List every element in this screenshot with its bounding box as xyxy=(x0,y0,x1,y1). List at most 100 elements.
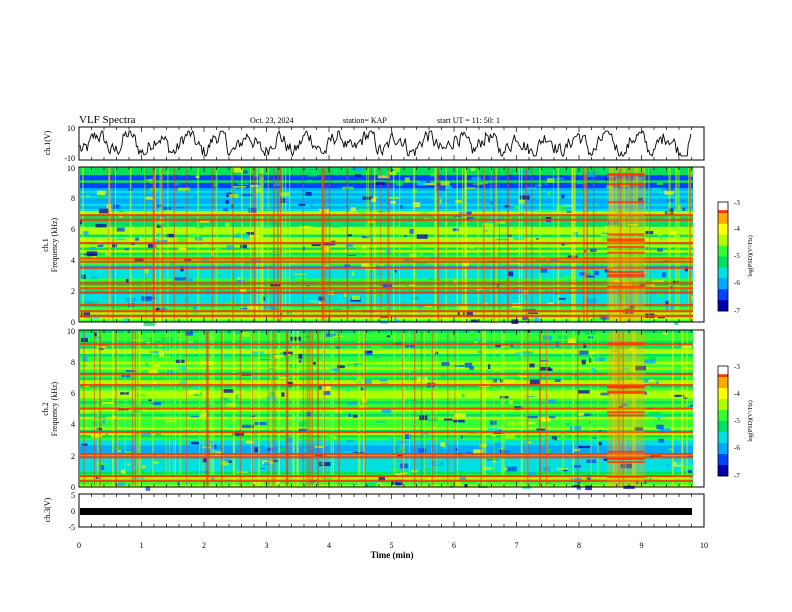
spectrogram-cell xyxy=(558,199,571,201)
spectrogram-cell xyxy=(482,222,494,227)
spectrogram-cell xyxy=(567,338,576,344)
colorbar-step xyxy=(718,300,728,304)
strong-band xyxy=(80,266,693,269)
spectrogram-cell xyxy=(603,482,613,488)
spectrogram-cell xyxy=(525,396,535,398)
spectrogram-cell xyxy=(658,233,663,236)
spectrogram-cell xyxy=(416,376,428,382)
spectrogram-cell xyxy=(352,271,355,276)
burst-band xyxy=(607,173,645,176)
cbar2-label: log(PSD)(V²/Hz) xyxy=(747,400,754,441)
spectrogram-cell xyxy=(241,193,252,197)
spectrogram-cell xyxy=(331,415,343,417)
colorbar-step xyxy=(718,207,728,211)
burst-band xyxy=(607,239,645,242)
spectrogram-cell xyxy=(206,361,213,365)
spectrogram-cell xyxy=(561,243,565,246)
spectrogram-cell xyxy=(372,209,381,211)
spectrogram-row xyxy=(80,350,693,354)
cbar2-tick-neg3: -3 xyxy=(734,363,740,371)
cbar1-label: log(PSD)(V²/Hz) xyxy=(747,235,754,276)
sferic-streak xyxy=(413,168,416,321)
cbar2-tick-neg5: -5 xyxy=(734,417,740,425)
spectrogram-ch2-ticks xyxy=(78,330,705,487)
spectrogram-cell xyxy=(322,391,331,395)
spectrogram-cell xyxy=(373,481,382,484)
spectrogram-cell xyxy=(473,449,483,455)
spectrogram-cell xyxy=(254,422,267,426)
sferic-streak xyxy=(232,168,234,321)
sferic-streak xyxy=(461,168,463,321)
spectrogram-cell xyxy=(551,436,557,441)
spectrogram-cell xyxy=(83,254,95,256)
spectrogram-cell xyxy=(346,389,351,392)
spectrogram-row xyxy=(80,476,693,480)
spectrogram-cell xyxy=(586,270,592,275)
spectrogram-cell xyxy=(263,293,270,298)
burst-band xyxy=(607,233,645,236)
spectrogram-cell xyxy=(657,294,664,298)
spectrogram-cell xyxy=(675,409,680,411)
spectrogram-cell xyxy=(526,441,532,444)
colorbar-step xyxy=(718,418,728,422)
spectrogram-cell xyxy=(585,275,595,278)
spectrogram-cell xyxy=(518,357,523,361)
spectrogram-row xyxy=(80,353,693,357)
spectrogram-cell xyxy=(558,297,566,300)
spectrogram-cell xyxy=(596,421,608,425)
spectrogram-row xyxy=(80,177,693,181)
sferic-streak xyxy=(688,168,691,321)
spectrogram-cell xyxy=(281,392,285,397)
ch2-ytick-6: 6 xyxy=(71,389,75,398)
colorbar-step xyxy=(718,404,728,408)
spectrogram-cell xyxy=(114,238,126,241)
spectrogram-cell xyxy=(124,248,129,251)
spectrogram-row xyxy=(80,254,693,258)
sferic-streak xyxy=(289,168,291,321)
spectrogram-cell xyxy=(512,297,517,299)
spectrogram-row xyxy=(80,288,693,292)
spectrogram-cell xyxy=(89,246,96,251)
spectrogram-cell xyxy=(394,315,397,321)
spectrogram-cell xyxy=(490,318,499,324)
spectrogram-cell xyxy=(177,481,180,485)
spectrogram-row xyxy=(80,484,693,488)
sferic-streak xyxy=(112,168,114,321)
colorbar-step xyxy=(718,267,728,271)
spectrogram-cell xyxy=(623,367,630,370)
spectrogram-cell xyxy=(226,245,234,251)
spectrogram-cell xyxy=(591,352,596,354)
sferic-streak xyxy=(635,168,638,321)
spectrogram-cell xyxy=(395,473,404,476)
spectrogram-row xyxy=(80,337,693,341)
colorbar-step xyxy=(718,242,728,246)
spectrogram-cell xyxy=(370,237,374,242)
spectrogram-cell xyxy=(649,445,660,450)
spectrogram-cell xyxy=(423,183,435,186)
spectrogram-cell xyxy=(665,300,669,306)
spectrogram-cell xyxy=(125,422,128,427)
sferic-streak xyxy=(253,168,256,321)
spectrogram-cell xyxy=(503,379,515,383)
colorbar-step xyxy=(718,278,728,282)
spectrogram-cell xyxy=(348,413,352,417)
spectrogram-cell xyxy=(645,246,650,250)
ch1-ytick-6: 6 xyxy=(71,225,75,234)
waveform-ticks xyxy=(78,127,705,160)
strong-band xyxy=(80,372,693,376)
colorbar-step xyxy=(718,297,728,301)
cbar1-tick-neg7: -7 xyxy=(734,307,740,315)
spectrogram-cell xyxy=(465,211,472,215)
spectrogram-cell xyxy=(372,293,385,297)
spectrogram-cell xyxy=(422,431,429,437)
spectrogram-cell xyxy=(586,477,592,481)
spectrogram-cell xyxy=(179,380,186,386)
spectrogram-cell xyxy=(637,197,643,202)
strong-band xyxy=(80,286,693,290)
spectrogram-row xyxy=(80,439,693,443)
spectrogram-cell xyxy=(591,367,596,373)
spectrogram-cell xyxy=(149,178,154,184)
spectrogram-cell xyxy=(182,312,194,314)
spectrogram-cell xyxy=(536,238,539,240)
spectrogram-cell xyxy=(513,287,524,292)
